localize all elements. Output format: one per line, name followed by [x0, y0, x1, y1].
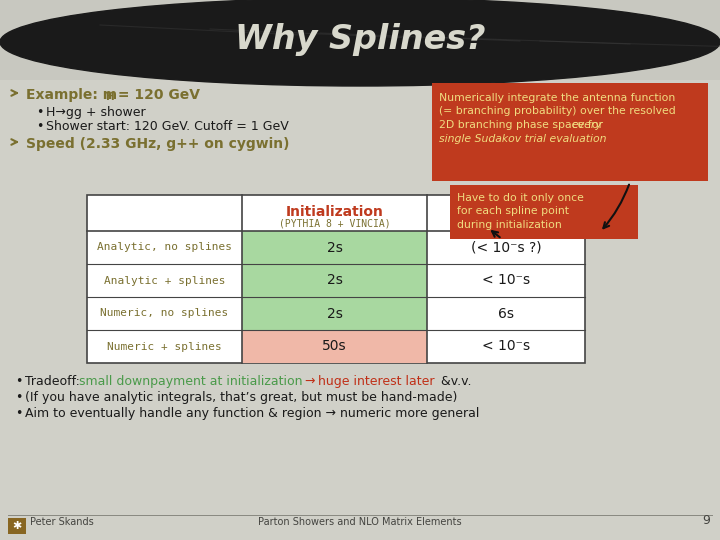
Text: •: • [36, 120, 43, 133]
Text: •: • [36, 106, 43, 119]
Text: &v.v.: &v.v. [437, 375, 472, 388]
Text: →: → [301, 375, 320, 388]
Text: •: • [15, 375, 22, 388]
Text: 2D branching phase space for: 2D branching phase space for [439, 120, 606, 130]
Bar [8, 518, 26, 534]
Text: Numeric + splines: Numeric + splines [107, 341, 222, 352]
Text: = 120 GeV: = 120 GeV [113, 88, 200, 102]
Text: Parton Showers and NLO Matrix Elements: Parton Showers and NLO Matrix Elements [258, 517, 462, 527]
Text: •: • [15, 407, 22, 420]
Bar [242, 297, 427, 330]
Ellipse shape [0, 0, 720, 86]
Text: small downpayment at initialization: small downpayment at initialization [79, 375, 302, 388]
Text: Tradeoff:: Tradeoff: [25, 375, 84, 388]
Text: 1 event: 1 event [477, 209, 536, 223]
Text: Numeric, no splines: Numeric, no splines [100, 308, 229, 319]
Text: 2s: 2s [327, 273, 343, 287]
Bar [450, 185, 638, 239]
Bar [242, 264, 427, 297]
Text: Speed (2.33 GHz, g++ on cygwin): Speed (2.33 GHz, g++ on cygwin) [26, 137, 289, 151]
Text: < 10⁻s: < 10⁻s [482, 273, 530, 287]
Text: Numerically integrate the antenna function: Numerically integrate the antenna functi… [439, 93, 675, 103]
Text: H: H [106, 92, 114, 102]
Text: Peter Skands: Peter Skands [30, 517, 94, 527]
Text: 6s: 6s [498, 307, 514, 321]
Text: ✱: ✱ [12, 521, 22, 531]
Text: during initialization: during initialization [457, 220, 562, 230]
Text: every: every [572, 120, 603, 130]
Text: 50s: 50s [322, 340, 347, 354]
Text: Analytic, no splines: Analytic, no splines [97, 242, 232, 253]
Text: < 10⁻s: < 10⁻s [482, 340, 530, 354]
Text: H→gg + shower: H→gg + shower [46, 106, 145, 119]
Text: Analytic + splines: Analytic + splines [104, 275, 225, 286]
Text: 2s: 2s [327, 240, 343, 254]
Text: (= branching probability) over the resolved: (= branching probability) over the resol… [439, 106, 676, 117]
Bar [242, 231, 427, 264]
Bar [0, 80, 720, 540]
Text: •: • [15, 391, 22, 404]
Text: huge interest later: huge interest later [318, 375, 434, 388]
Text: (< 10⁻s ?): (< 10⁻s ?) [471, 240, 541, 254]
Text: (If you have analytic integrals, that’s great, but must be hand-made): (If you have analytic integrals, that’s … [25, 391, 457, 404]
Text: Example: m: Example: m [26, 88, 117, 102]
Text: single Sudakov trial evaluation: single Sudakov trial evaluation [439, 133, 606, 144]
Bar [432, 83, 708, 181]
Bar [242, 330, 427, 363]
Text: Why Splines?: Why Splines? [235, 24, 485, 57]
Bar [87, 195, 585, 363]
Text: for each spline point: for each spline point [457, 206, 569, 217]
Text: Initialization: Initialization [286, 205, 384, 219]
Text: Shower start: 120 GeV. Cutoff = 1 GeV: Shower start: 120 GeV. Cutoff = 1 GeV [46, 120, 289, 133]
Text: Have to do it only once: Have to do it only once [457, 193, 584, 203]
Text: Aim to eventually handle any function & region → numeric more general: Aim to eventually handle any function & … [25, 407, 480, 420]
Text: (PYTHIA 8 + VINCIA): (PYTHIA 8 + VINCIA) [279, 218, 390, 228]
Text: 9: 9 [702, 514, 710, 527]
Text: 2s: 2s [327, 307, 343, 321]
